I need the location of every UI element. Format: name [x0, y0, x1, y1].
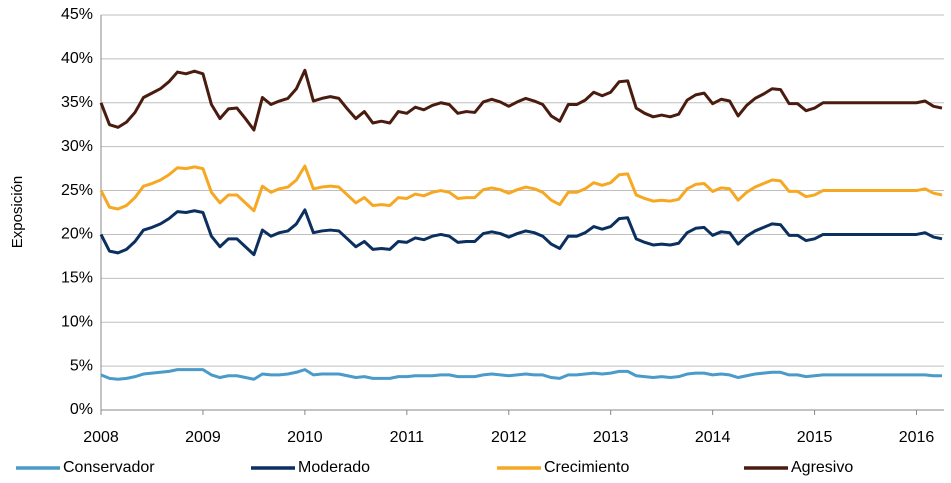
y-tick-label: 30%	[61, 138, 93, 155]
series-line	[99, 164, 943, 213]
y-tick-label: 45%	[61, 6, 93, 23]
x-tick-label: 2010	[287, 429, 323, 446]
x-tick-label: 2016	[899, 429, 935, 446]
x-tick-label: 2014	[695, 429, 731, 446]
y-tick-label: 10%	[61, 313, 93, 330]
legend-label: Conservador	[63, 459, 155, 476]
x-tick-label: 2015	[797, 429, 833, 446]
x-tick-label: 2009	[185, 429, 221, 446]
x-tick-label: 2011	[390, 429, 425, 446]
x-tick-label: 2013	[593, 429, 629, 446]
series-line	[99, 68, 943, 132]
series-line	[99, 208, 943, 257]
y-tick-label: 15%	[61, 270, 93, 287]
legend-label: Moderado	[298, 459, 370, 476]
y-tick-label: 20%	[61, 226, 93, 243]
y-tick-label: 5%	[70, 357, 93, 374]
x-tick-label: 2012	[491, 429, 527, 446]
legend-label: Agresivo	[791, 459, 853, 476]
y-axis-label: Exposición	[9, 176, 26, 249]
y-tick-label: 25%	[61, 182, 93, 199]
x-tick-label: 2008	[83, 429, 119, 446]
legend-label: Crecimiento	[544, 459, 629, 476]
series-line	[100, 368, 942, 381]
y-tick-label: 40%	[61, 50, 93, 67]
y-tick-label: 35%	[61, 94, 93, 111]
y-tick-label: 0%	[70, 401, 93, 418]
